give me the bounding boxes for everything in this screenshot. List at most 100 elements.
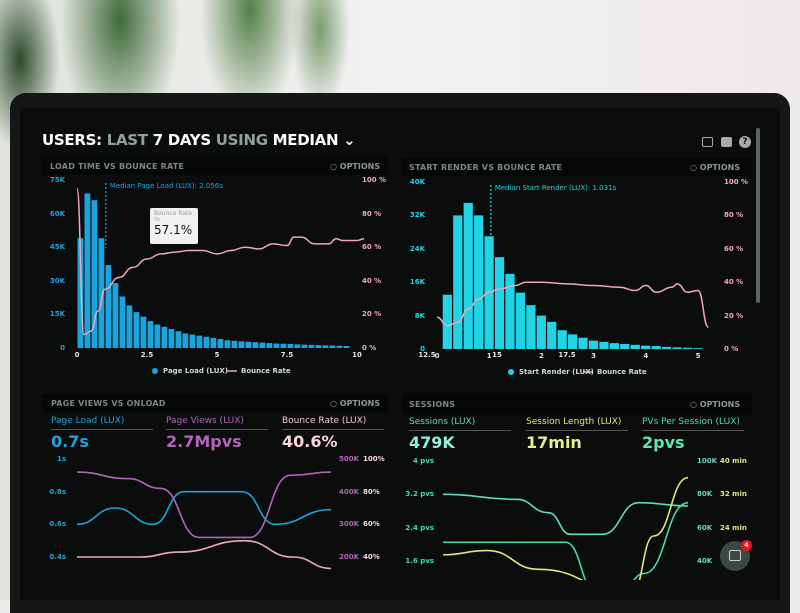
tooltip: Bounce Rate 7s 57.1% (150, 208, 198, 244)
panel-title-sessions: SESSIONS (409, 400, 456, 409)
y-tick-right: 80K (697, 490, 713, 499)
kpi-value-session-length: 17min (526, 433, 582, 452)
y-tick-left: 30K (49, 276, 65, 285)
panel-header-page-views (42, 394, 388, 412)
bar (189, 334, 196, 348)
median-value: MEDIAN (272, 131, 339, 149)
tooltip-value: 57.1% (154, 223, 193, 237)
options-label: OPTIONS (699, 400, 741, 409)
x-tick: 15 (492, 351, 502, 359)
y-tick-left: 8K (414, 311, 425, 320)
x-tick: 5 (214, 351, 220, 359)
bar (161, 326, 168, 348)
y-tick-left: 32K (409, 211, 425, 220)
gear-icon: ○ (330, 162, 340, 171)
share-icon[interactable] (721, 137, 732, 147)
bar (119, 296, 126, 348)
bar (182, 333, 189, 348)
bar (280, 343, 287, 348)
bar (252, 342, 259, 348)
bar (609, 343, 619, 349)
chat-icon (729, 550, 741, 561)
kpi-value-page-views: 2.7Mpvs (166, 432, 242, 451)
y-tick-left: 4 pvs (412, 457, 434, 465)
y-tick-right: 80 % (724, 211, 744, 220)
chat-badge: 4 (741, 540, 752, 551)
bar (266, 343, 273, 348)
bounce-rate-line (436, 281, 710, 329)
kpi-label-page-load: Page Load (LUX) (51, 416, 153, 430)
bar (98, 238, 105, 348)
y-tick-left: 16K (409, 278, 425, 287)
y-tick-left: 0 (420, 345, 425, 353)
bar (672, 347, 682, 349)
bar (515, 292, 526, 349)
options-button-page-views[interactable]: ○ OPTIONS (330, 399, 380, 408)
monitor-icon[interactable] (702, 137, 713, 147)
y-tick-right: 0 % (724, 345, 739, 353)
y-tick-right: 100K (697, 457, 718, 465)
charts-overlay (76, 183, 710, 580)
y-tick-left: 3.2 pvs (405, 490, 434, 499)
kpi-label-pvs-per-session: PVs Per Session (LUX) (642, 417, 744, 431)
bar (336, 345, 343, 348)
bar (343, 345, 350, 348)
options-button-sessions[interactable]: ○ OPTIONS (690, 400, 740, 409)
options-label: OPTIONS (699, 163, 741, 172)
y-tick-right-2: 80% (363, 487, 380, 496)
bar (599, 341, 609, 349)
y-tick-right: 0 % (362, 344, 377, 352)
x-tick: 12.5 (418, 351, 436, 359)
bar (578, 337, 588, 349)
y-tick-right: 300K (339, 520, 360, 529)
kpi-value-page-load: 0.7s (51, 432, 89, 451)
tooltip-title: Bounce Rate (154, 210, 193, 217)
y-tick-left: 2.4 pvs (405, 523, 434, 532)
x-tick: 5 (695, 352, 701, 360)
bar (238, 341, 245, 348)
kpi-value-pvs-per-session: 2pvs (642, 433, 685, 452)
median-annotation: Median Start Render (LUX): 1.031s (494, 184, 617, 192)
bar (661, 346, 672, 349)
bar (196, 335, 203, 348)
x-tick: 10 (352, 351, 362, 359)
y-tick-left: 75K (49, 176, 65, 184)
help-icon[interactable]: ? (739, 136, 751, 148)
users-label: USERS: (42, 131, 102, 149)
y-tick-right: 400K (339, 487, 360, 496)
series-line (442, 493, 689, 536)
y-tick-left: 1s (56, 455, 66, 463)
panel-header-start-render (402, 158, 752, 176)
y-tick-right-2: 32 min (720, 490, 747, 499)
y-tick-right: 20 % (724, 311, 744, 320)
bar (126, 305, 133, 348)
legend-item: Bounce Rate (597, 368, 647, 376)
series-line (442, 476, 689, 580)
bar (442, 294, 452, 349)
options-button-start-render[interactable]: ○ OPTIONS (690, 163, 740, 172)
x-tick: 7.5 (280, 351, 294, 359)
y-tick-left: 0 (60, 344, 65, 352)
bar (494, 257, 505, 349)
legend-item: Bounce Rate (241, 367, 291, 375)
bar (693, 348, 703, 349)
x-tick: 3 (591, 352, 597, 360)
y-tick-right-2: 24 min (720, 523, 747, 532)
y-tick-left: 0.6s (49, 520, 66, 529)
options-button-load-time[interactable]: ○ OPTIONS (330, 162, 380, 171)
bar (547, 321, 557, 349)
panel-title-page-views: PAGE VIEWS VS ONLOAD (51, 399, 166, 408)
chevron-down-icon: ⌄ (343, 131, 356, 149)
x-tick: 2.5 (140, 351, 154, 359)
y-tick-right: 40 % (362, 276, 382, 285)
bar (315, 345, 322, 348)
bar (463, 202, 473, 349)
bar (112, 283, 119, 348)
y-tick-right: 40K (697, 557, 713, 565)
last-label: LAST (106, 131, 148, 149)
y-tick-right: 500K (339, 455, 360, 463)
bar (203, 336, 210, 348)
scrollbar[interactable] (756, 128, 760, 303)
bar (588, 340, 599, 349)
date-range-selector[interactable]: USERS: LAST 7 DAYS USING MEDIAN ⌄ (42, 131, 356, 149)
